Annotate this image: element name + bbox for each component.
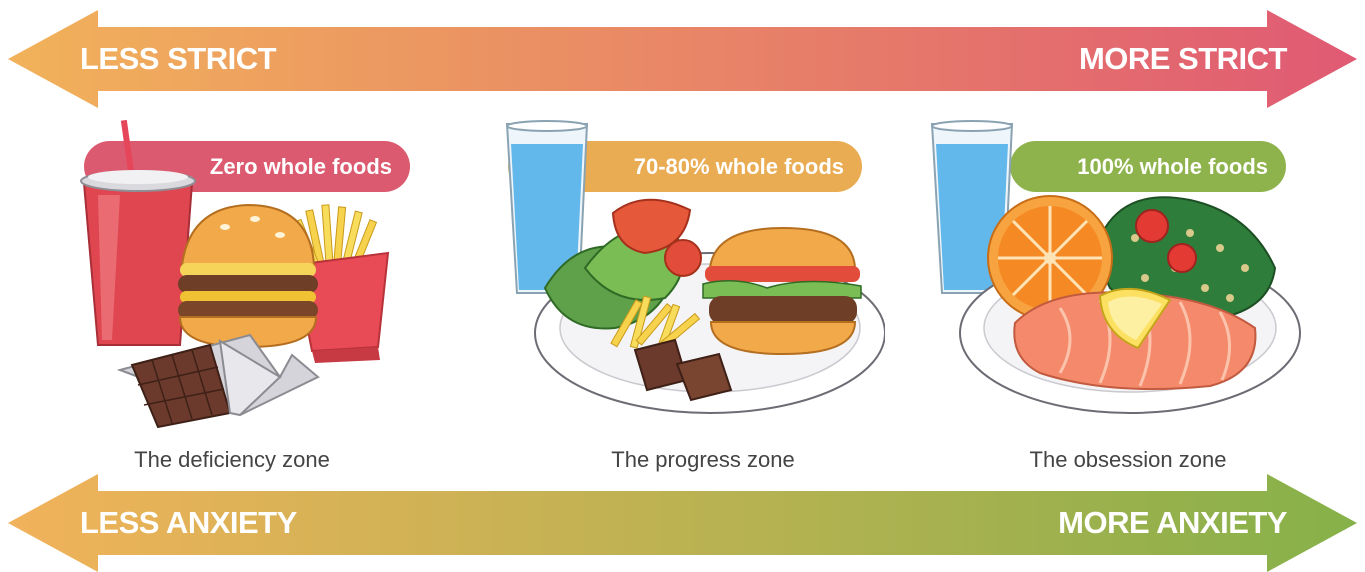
junk-food-illustration xyxy=(80,119,390,429)
less-strict-label: LESS STRICT xyxy=(80,41,277,76)
less-anxiety-label: LESS ANXIETY xyxy=(80,505,297,540)
orange-slice-icon xyxy=(987,195,1113,321)
zone-label-deficiency: The deficiency zone xyxy=(134,447,330,472)
clean-meal-illustration xyxy=(930,120,1301,414)
zone-label-obsession: The obsession zone xyxy=(1029,447,1227,472)
anxiety-arrow: LESS ANXIETY MORE ANXIETY xyxy=(0,474,1365,572)
balanced-meal-illustration xyxy=(505,120,885,414)
strictness-arrow: LESS STRICT MORE STRICT xyxy=(0,10,1365,108)
more-strict-label: MORE STRICT xyxy=(1078,41,1288,76)
chocolate-icon xyxy=(633,338,733,402)
chocolate-bar-icon xyxy=(116,333,320,429)
fries-icon xyxy=(610,295,701,351)
hamburger-icon xyxy=(178,203,318,349)
soda-cup-icon xyxy=(80,119,196,346)
zone-badge-obsession: 100% whole foods xyxy=(1010,141,1286,192)
zone-label-progress: The progress zone xyxy=(611,447,795,472)
salad-icon xyxy=(1100,196,1277,320)
more-anxiety-label: MORE ANXIETY xyxy=(1058,505,1287,540)
lemon-wedge-icon xyxy=(1098,287,1172,350)
water-glass-icon xyxy=(505,120,589,294)
hamburger-icon xyxy=(702,226,862,356)
